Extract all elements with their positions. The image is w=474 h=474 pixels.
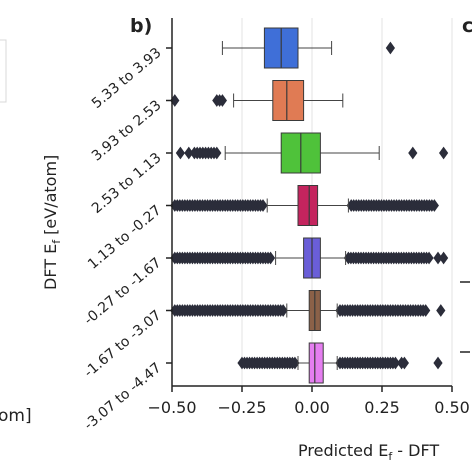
- box-2: [170, 80, 344, 121]
- outlier-point: [265, 251, 276, 265]
- left-panel-frame: [0, 39, 7, 103]
- x-tick-label: 0.00: [294, 398, 330, 417]
- outlier-point: [436, 304, 446, 317]
- x-tick-label: −0.25: [217, 398, 266, 417]
- outlier-point: [212, 146, 222, 160]
- box-4: [170, 185, 439, 226]
- left-panel-fragment: om]: [0, 39, 32, 426]
- outlier-point: [278, 304, 288, 317]
- outlier-point: [433, 356, 443, 370]
- box-iqr: [308, 342, 324, 384]
- x-axis-label-main: Predicted E: [298, 441, 388, 460]
- outlier-point: [258, 199, 268, 212]
- outlier-point: [439, 251, 449, 265]
- outlier-point: [424, 251, 434, 265]
- outlier-point: [399, 356, 409, 370]
- outlier-point: [429, 199, 439, 212]
- outlier-point: [217, 94, 227, 107]
- next-panel-label: c: [462, 15, 473, 37]
- box-5: [170, 237, 449, 279]
- box-plots: [170, 27, 449, 384]
- right-panel-fragment: c: [460, 15, 473, 353]
- x-axis-ticks: −0.50 −0.25 0.00 0.25 0.50: [147, 386, 470, 417]
- y-axis-label-subscript: f: [50, 239, 63, 244]
- outlier-point: [175, 146, 185, 160]
- outlier-point: [439, 146, 449, 160]
- y-axis-label: DFT Ef [eV/atom]: [41, 155, 63, 290]
- x-axis-label: Predicted Ef - DFT: [298, 441, 439, 463]
- outlier-point: [290, 356, 300, 370]
- box-1: [221, 27, 395, 69]
- x-axis-label-tail: - DFT: [392, 441, 439, 460]
- box-iqr: [272, 80, 305, 121]
- panel-label: b): [130, 15, 152, 37]
- x-tick-label: 0.25: [364, 398, 400, 417]
- x-tick-label: 0.50: [434, 398, 470, 417]
- outlier-point: [390, 356, 401, 370]
- outlier-point: [408, 146, 418, 160]
- box-7: [237, 342, 443, 384]
- y-axis-label-main: DFT E: [41, 244, 60, 290]
- box-iqr: [297, 185, 319, 226]
- y-axis-ticks: 5.33 to 3.933.93 to 2.532.53 to 1.131.13…: [81, 45, 172, 433]
- outlier-point: [421, 304, 431, 317]
- outlier-point: [433, 251, 443, 265]
- x-axis-label-subscript: f: [388, 450, 393, 463]
- x-tick-label: −0.50: [147, 398, 196, 417]
- outlier-point: [184, 146, 194, 160]
- outlier-point: [385, 41, 395, 55]
- box-6: [170, 290, 446, 331]
- box-3: [175, 132, 449, 174]
- y-axis-label-tail: [eV/atom]: [41, 155, 60, 240]
- axes: [171, 18, 452, 387]
- left-panel-axis-fragment: om]: [0, 406, 32, 426]
